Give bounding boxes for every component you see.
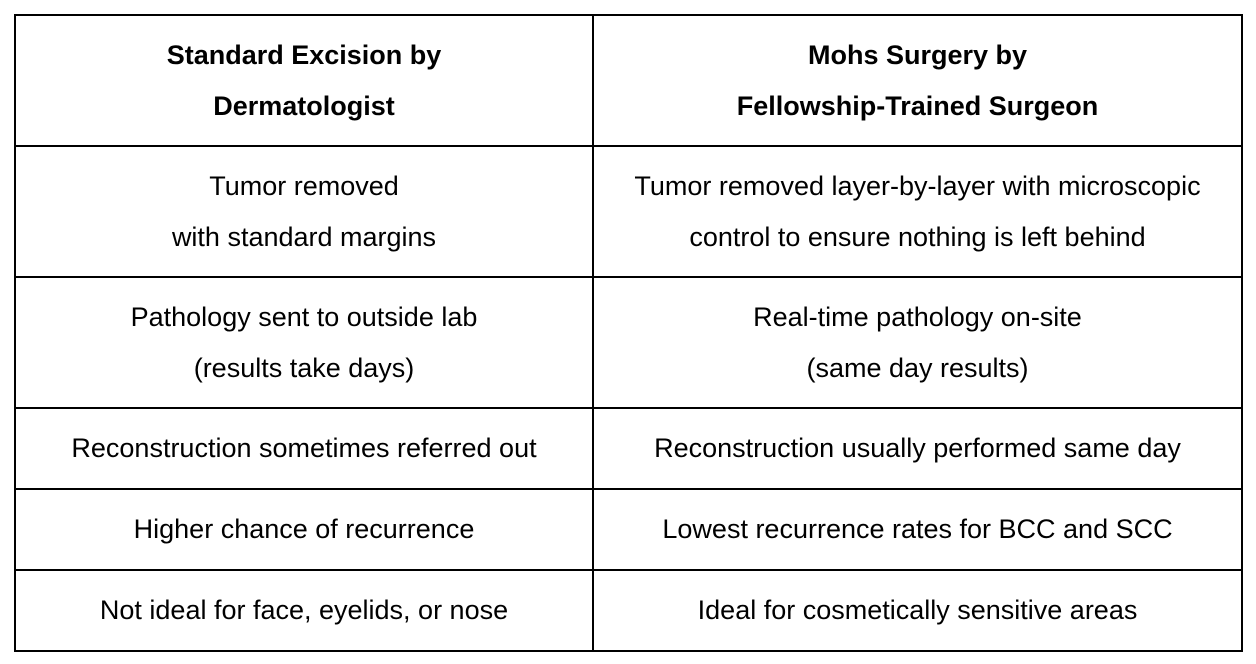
header-row: Standard Excision by Dermatologist Mohs … (14, 14, 1243, 147)
table-row-pathology: Pathology sent to outside lab (results t… (14, 276, 1243, 409)
cell-line: Lowest recurrence rates for BCC and SCC (662, 514, 1173, 544)
cell-line: Tumor removed (209, 170, 399, 201)
comparison-table: Standard Excision by Dermatologist Mohs … (14, 14, 1243, 652)
cell-line: (results take days) (193, 352, 415, 383)
header-line: Fellowship-Trained Surgeon (736, 90, 1099, 121)
cell-mohs: Ideal for cosmetically sensitive areas (592, 569, 1243, 652)
cell-line: (same day results) (806, 352, 1029, 383)
header-line: Standard Excision by (166, 39, 442, 70)
cell-line: Not ideal for face, eyelids, or nose (99, 595, 509, 625)
cell-line: Tumor removed layer-by-layer with micros… (634, 170, 1201, 201)
cell-line: Real-time pathology on-site (753, 301, 1082, 332)
cell-standard: Tumor removed with standard margins (14, 145, 594, 278)
cell-mohs: Real-time pathology on-site (same day re… (592, 276, 1243, 409)
table-row-reconstruction: Reconstruction sometimes referred out Re… (14, 407, 1243, 490)
cell-mohs: Reconstruction usually performed same da… (592, 407, 1243, 490)
cell-line: Pathology sent to outside lab (130, 301, 478, 332)
cell-line: Higher chance of recurrence (133, 514, 475, 544)
cell-standard: Not ideal for face, eyelids, or nose (14, 569, 594, 652)
cell-standard: Higher chance of recurrence (14, 488, 594, 571)
cell-mohs: Tumor removed layer-by-layer with micros… (592, 145, 1243, 278)
table-row-cosmetic-areas: Not ideal for face, eyelids, or nose Ide… (14, 569, 1243, 652)
cell-line: Reconstruction usually performed same da… (654, 433, 1181, 463)
table-row-tumor-removal: Tumor removed with standard margins Tumo… (14, 145, 1243, 278)
cell-line: Ideal for cosmetically sensitive areas (697, 595, 1138, 625)
cell-standard: Pathology sent to outside lab (results t… (14, 276, 594, 409)
comparison-table-container: Standard Excision by Dermatologist Mohs … (14, 14, 1243, 652)
header-line: Mohs Surgery by (807, 39, 1028, 70)
cell-line: Reconstruction sometimes referred out (71, 433, 537, 463)
table-row-recurrence: Higher chance of recurrence Lowest recur… (14, 488, 1243, 571)
header-line: Dermatologist (213, 90, 395, 121)
cell-mohs: Lowest recurrence rates for BCC and SCC (592, 488, 1243, 571)
cell-line: control to ensure nothing is left behind (689, 221, 1146, 252)
header-mohs-surgery: Mohs Surgery by Fellowship-Trained Surge… (592, 14, 1243, 147)
cell-line: with standard margins (171, 221, 437, 252)
header-standard-excision: Standard Excision by Dermatologist (14, 14, 594, 147)
cell-standard: Reconstruction sometimes referred out (14, 407, 594, 490)
